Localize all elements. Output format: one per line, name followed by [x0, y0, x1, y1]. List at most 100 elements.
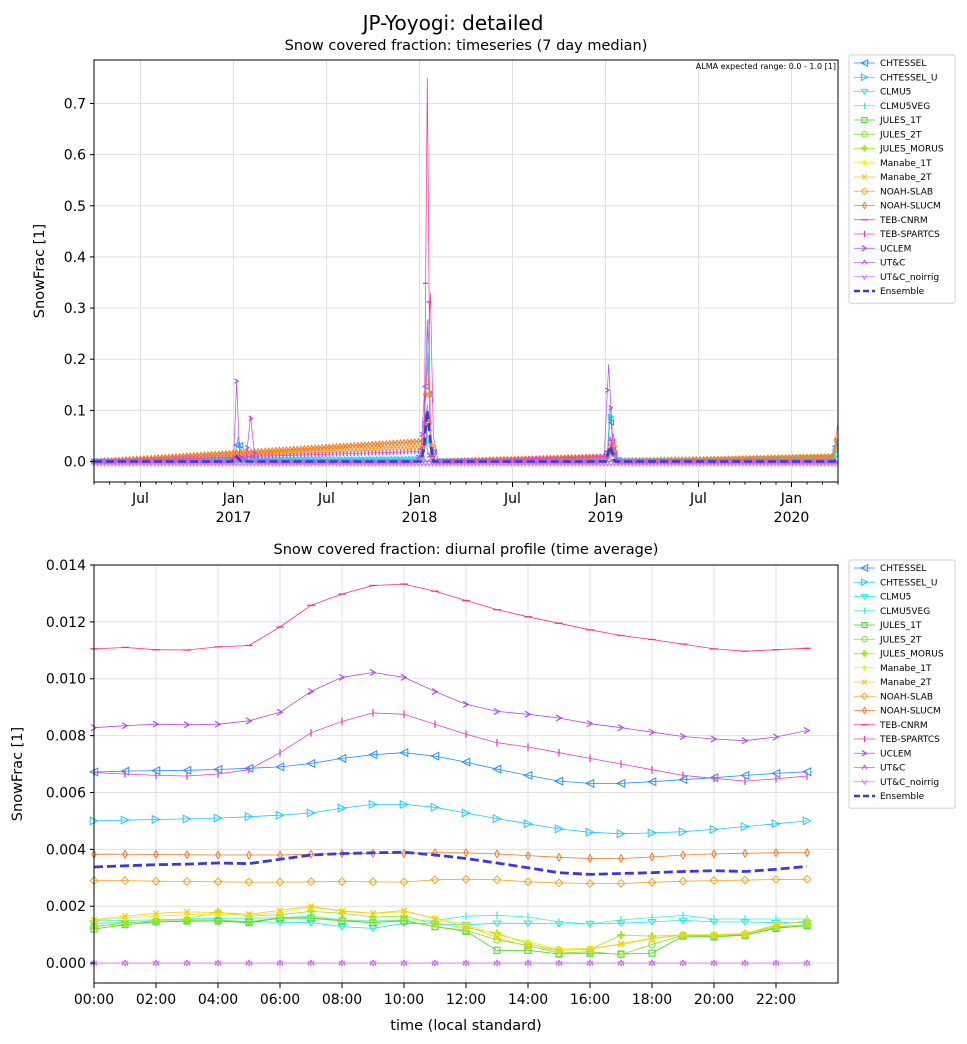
diurnal-point-manabe-2t — [245, 910, 253, 918]
timeseries-point-utandc-noirrig — [793, 462, 799, 468]
diurnal-point-manabe-1t — [648, 935, 656, 943]
timeseries-point-utandc-noirrig — [440, 462, 446, 468]
timeseries-legend-label-manabe-1t: Manabe_1T — [880, 159, 932, 169]
timeseries-point-utandc-noirrig — [237, 462, 243, 468]
timeseries-point-utandc-noirrig — [98, 462, 104, 468]
diurnal-point-jules-1t — [493, 946, 501, 954]
diurnal-point-chtessel-u — [430, 802, 440, 812]
timeseries-point-utandc-noirrig — [633, 462, 639, 468]
timeseries-point-utandc-noirrig — [626, 462, 632, 468]
timeseries-point-noah-slucm — [369, 440, 375, 448]
timeseries-point-utandc-noirrig — [601, 462, 607, 468]
diurnal-line-clmu5veg — [93, 914, 807, 925]
timeseries-point-utandc-noirrig — [615, 462, 621, 468]
diurnal-point-chtessel-u — [678, 827, 688, 837]
timeseries-point-noah-slucm — [348, 441, 353, 450]
timeseries-point-chtessel-u — [607, 413, 615, 421]
diurnal-legend-marker-manabe-2t — [861, 679, 868, 685]
timeseries-line-teb-cnrm — [94, 77, 838, 462]
diurnal-line-clmu5 — [93, 919, 807, 929]
diurnal-point-noah-slucm — [525, 850, 531, 861]
diurnal-series-ensemble — [93, 850, 808, 876]
timeseries-point-utandc-noirrig — [319, 462, 325, 468]
timeseries-point-chtessel — [421, 383, 429, 390]
diurnal-point-clmu5 — [523, 920, 533, 928]
timeseries-point-noah-slucm — [833, 436, 838, 444]
timeseries-point-utandc-noirrig — [344, 462, 350, 468]
diurnal-x-tick-label: 12:00 — [446, 992, 486, 1008]
diurnal-point-noah-slab — [678, 876, 688, 886]
timeseries-point-utandc-noirrig — [526, 462, 532, 468]
diurnal-point-utandc-noirrig — [555, 960, 563, 967]
timeseries-point-utandc-noirrig — [148, 462, 154, 468]
diurnal-point-uclem — [183, 721, 191, 729]
timeseries-legend-label-teb-cnrm: TEB-CNRM — [879, 216, 928, 226]
timeseries-legend-item-teb-spartcs: TEB-SPARTCS — [854, 230, 940, 240]
diurnal-point-utandc — [431, 959, 439, 966]
diurnal-y-tick-label: 0.002 — [46, 899, 86, 915]
diurnal-legend-item-ensemble: Ensemble — [854, 792, 925, 802]
diurnal-y-tick-label: 0.014 — [46, 558, 86, 574]
timeseries-point-utandc-noirrig — [701, 462, 707, 468]
diurnal-legend-label-manabe-2t: Manabe_2T — [880, 678, 932, 688]
timeseries-point-uclem — [234, 378, 240, 384]
timeseries-series-ensemble — [94, 410, 839, 463]
timeseries-point-utandc-noirrig — [408, 462, 414, 468]
timeseries-point-noah-slab — [425, 391, 433, 399]
timeseries-point-utandc-noirrig — [430, 462, 436, 468]
timeseries-point-utandc — [422, 458, 429, 464]
timeseries-point-utandc-noirrig — [665, 462, 671, 468]
timeseries-point-utandc-noirrig — [533, 462, 539, 468]
timeseries-point-utandc-noirrig — [198, 462, 204, 468]
diurnal-legend-label-clmu5: CLMU5 — [880, 593, 911, 603]
diurnal-point-utandc-noirrig — [772, 960, 780, 967]
timeseries-point-utandc — [373, 458, 379, 464]
timeseries-x-tick-label: Jan — [222, 491, 245, 507]
timeseries-point-utandc-noirrig — [815, 462, 821, 468]
timeseries-point-utandc-noirrig — [369, 462, 375, 468]
diurnal-legend-label-ensemble: Ensemble — [880, 792, 925, 802]
timeseries-point-utandc-noirrig — [209, 462, 215, 468]
diurnal-point-uclem — [214, 720, 222, 728]
timeseries-point-utandc — [426, 458, 432, 464]
diurnal-legend-item-jules-morus: JULES_MORUS — [854, 650, 944, 660]
timeseries-point-utandc-noirrig — [312, 462, 318, 468]
timeseries-point-utandc-noirrig — [166, 462, 172, 468]
diurnal-point-manabe-1t — [152, 912, 160, 920]
timeseries-x-tick-label: Jul — [317, 491, 335, 507]
timeseries-legend-label-teb-spartcs: TEB-SPARTCS — [879, 230, 940, 240]
timeseries-point-noah-slucm — [284, 445, 289, 454]
diurnal-point-manabe-2t — [586, 946, 594, 953]
diurnal-legend-item-teb-cnrm: TEB-CNRM — [854, 721, 928, 731]
timeseries-point-utandc — [643, 458, 650, 464]
timeseries-legend-label-jules-2t: JULES_2T — [879, 130, 922, 140]
timeseries-point-utandc-noirrig — [241, 462, 247, 468]
timeseries-point-chtessel — [236, 442, 244, 449]
diurnal-point-chtessel-u — [740, 821, 750, 832]
timeseries-point-utandc-noirrig — [212, 462, 218, 468]
timeseries-x-tick-year-label: 2018 — [402, 510, 438, 526]
timeseries-point-utandc-noirrig — [451, 462, 457, 468]
timeseries-point-utandc-noirrig — [494, 462, 500, 468]
timeseries-y-ticks: 0.0 0.1 0.2 0.3 0.4 0.5 0.6 0.7 — [64, 96, 94, 471]
diurnal-legend-marker-noah-slab — [860, 692, 869, 701]
timeseries-point-utandc-noirrig — [176, 462, 183, 468]
timeseries-legend-label-utandc: UT&C — [880, 259, 905, 269]
timeseries-point-utandc-noirrig — [298, 462, 304, 468]
timeseries-point-utandc-noirrig — [251, 462, 258, 468]
timeseries-point-utandc-noirrig — [544, 462, 550, 468]
timeseries-point-utandc — [312, 458, 318, 464]
diurnal-point-utandc-noirrig — [493, 960, 501, 967]
timeseries-point-utandc-noirrig — [708, 462, 714, 468]
timeseries-point-utandc-noirrig — [479, 462, 486, 468]
diurnal-point-manabe-2t — [307, 902, 315, 910]
timeseries-point-utandc-noirrig — [747, 462, 753, 468]
diurnal-point-noah-slab — [740, 875, 750, 885]
diurnal-point-chtessel-u — [120, 815, 130, 825]
diurnal-legend-item-clmu5veg: CLMU5VEG — [854, 607, 930, 617]
diurnal-point-chtessel-u — [616, 829, 626, 839]
timeseries-point-uclem — [612, 451, 618, 457]
diurnal-point-utandc-noirrig — [803, 960, 811, 967]
diurnal-y-ticks: 0.000 0.002 0.004 0.006 0.008 0.010 0.012 0.014 — [46, 558, 94, 972]
diurnal-point-noah-slucm — [556, 852, 562, 863]
